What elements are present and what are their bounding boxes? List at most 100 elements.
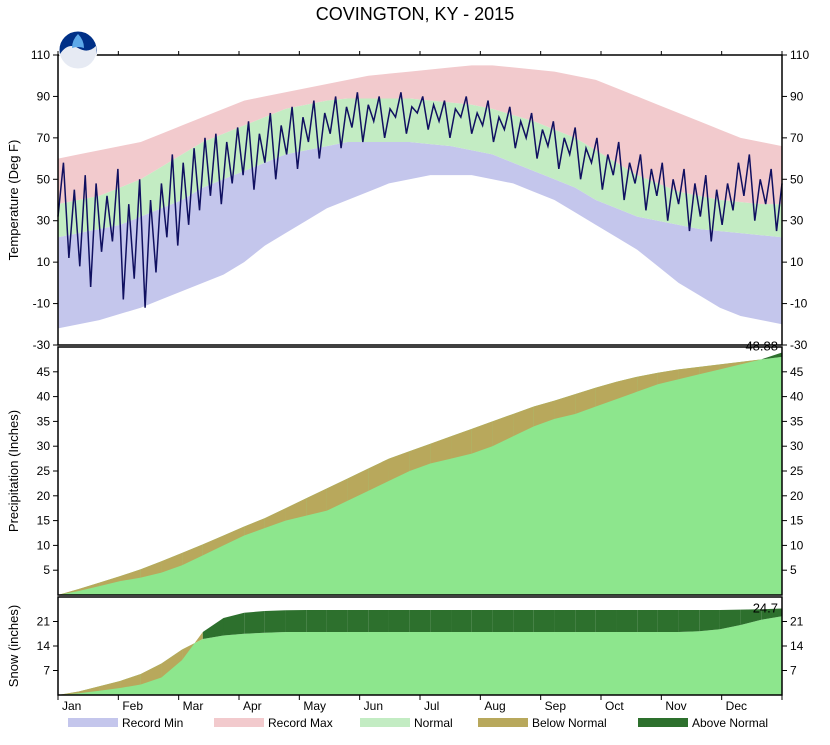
precip-deviation — [451, 429, 472, 459]
snow-deviation — [368, 610, 389, 632]
legend-label: Record Max — [268, 716, 333, 730]
snow-deviation — [472, 610, 493, 632]
precip-ylabel: Precipitation (Inches) — [6, 410, 21, 532]
snow-deviation — [244, 611, 265, 634]
snow-deviation — [203, 618, 224, 639]
temp-ytick-left: -30 — [33, 338, 51, 352]
snow-deviation — [617, 610, 638, 632]
temp-ytick-right: -10 — [790, 297, 808, 311]
precip-panel: 5 5 10 10 15 15 20 20 25 25 30 30 35 35 40 40 45 45 48.88 P… — [6, 339, 804, 595]
snow-ytick-left: 14 — [37, 639, 51, 653]
month-label: Sep — [545, 699, 567, 713]
temp-ylabel: Temperature (Deg F) — [6, 140, 21, 261]
temp-ytick-left: 50 — [37, 172, 51, 186]
precip-ytick-left: 30 — [37, 439, 51, 453]
precip-final-value: 48.88 — [745, 339, 778, 354]
month-label: Jan — [62, 699, 81, 713]
temp-ytick-left: 30 — [37, 214, 51, 228]
precip-ytick-right: 35 — [790, 414, 804, 428]
month-label: May — [303, 699, 326, 713]
precip-ytick-left: 35 — [37, 414, 51, 428]
legend-label: Below Normal — [532, 716, 607, 730]
snow-deviation — [430, 610, 451, 632]
precip-ytick-right: 40 — [790, 390, 804, 404]
precip-ytick-right: 45 — [790, 365, 804, 379]
precip-ytick-right: 30 — [790, 439, 804, 453]
temp-ytick-left: 90 — [37, 89, 51, 103]
precip-ytick-left: 40 — [37, 390, 51, 404]
legend-swatch — [68, 718, 118, 727]
precip-ytick-right: 5 — [790, 563, 797, 577]
snow-deviation — [575, 610, 596, 632]
month-label: Feb — [122, 699, 143, 713]
noaa-logo-icon — [58, 30, 98, 70]
precip-ytick-left: 5 — [43, 563, 50, 577]
snow-ytick-left: 21 — [37, 615, 51, 629]
snow-panel: 7 7 14 14 21 21 24.7 Snow (inches) — [6, 597, 804, 695]
temp-ytick-left: -10 — [33, 297, 51, 311]
snow-ytick-right: 21 — [790, 615, 804, 629]
snow-deviation — [699, 610, 720, 631]
legend-label: Normal — [414, 716, 453, 730]
temp-ytick-right: 30 — [790, 214, 804, 228]
month-label: Dec — [726, 699, 747, 713]
snow-deviation — [658, 610, 679, 632]
temp-ytick-left: 10 — [37, 255, 51, 269]
temp-ytick-right: 50 — [790, 172, 804, 186]
snow-deviation — [534, 610, 555, 632]
snow-deviation — [596, 610, 617, 632]
snow-deviation — [492, 610, 513, 632]
chart-container: COVINGTON, KY - 2015 -30 -30 -10 -10 10 10 30 3… — [0, 0, 830, 720]
precip-ytick-right: 10 — [790, 538, 804, 552]
snow-ytick-left: 7 — [43, 664, 50, 678]
precip-ytick-left: 45 — [37, 365, 51, 379]
precip-ytick-left: 15 — [37, 514, 51, 528]
temp-ytick-right: 110 — [790, 48, 809, 62]
temp-ytick-right: 70 — [790, 131, 804, 145]
snow-deviation — [513, 610, 534, 632]
temp-ytick-right: 10 — [790, 255, 804, 269]
snow-deviation — [637, 610, 658, 632]
month-label: Oct — [605, 699, 624, 713]
legend-swatch — [360, 718, 410, 727]
precip-ytick-right: 25 — [790, 464, 804, 478]
chart-title: COVINGTON, KY - 2015 — [0, 0, 830, 25]
precip-ytick-right: 20 — [790, 489, 804, 503]
month-label: Nov — [665, 699, 686, 713]
snow-deviation — [554, 610, 575, 632]
snow-deviation — [451, 610, 472, 632]
snow-deviation — [327, 610, 348, 632]
chart-svg: -30 -30 -10 -10 10 10 30 30 50 50 70 70 90 90 110 110 Te… — [0, 25, 830, 745]
temp-ytick-left: 70 — [37, 131, 51, 145]
snow-deviation — [389, 610, 410, 632]
snow-deviation — [265, 610, 286, 632]
precip-ytick-left: 10 — [37, 538, 51, 552]
snow-ytick-right: 7 — [790, 664, 797, 678]
legend-swatch — [214, 718, 264, 727]
month-label: Jul — [424, 699, 439, 713]
snow-deviation — [410, 610, 431, 632]
precip-ytick-left: 20 — [37, 489, 51, 503]
month-label: Apr — [243, 699, 262, 713]
legend-label: Above Normal — [692, 716, 768, 730]
snow-deviation — [223, 613, 244, 636]
temp-ytick-right: -30 — [790, 338, 808, 352]
snow-ylabel: Snow (inches) — [6, 605, 21, 687]
month-label: Jun — [364, 699, 383, 713]
legend-label: Record Min — [122, 716, 183, 730]
legend-swatch — [638, 718, 688, 727]
precip-ytick-left: 25 — [37, 464, 51, 478]
month-label: Mar — [183, 699, 204, 713]
snow-deviation — [286, 610, 307, 632]
temp-ytick-left: 110 — [31, 48, 50, 62]
snow-deviation — [348, 610, 369, 632]
snow-deviation — [306, 610, 327, 632]
legend: Record Min Record Max Normal Below Normal Ab… — [68, 716, 768, 730]
temperature-panel: -30 -30 -10 -10 10 10 30 30 50 50 70 70 90 90 110 110 Te… — [6, 48, 809, 352]
precip-ytick-right: 15 — [790, 514, 804, 528]
snow-deviation — [679, 610, 700, 632]
snow-final-value: 24.7 — [753, 601, 778, 616]
temp-ytick-right: 90 — [790, 89, 804, 103]
snow-ytick-right: 14 — [790, 639, 804, 653]
month-label: Aug — [484, 699, 505, 713]
